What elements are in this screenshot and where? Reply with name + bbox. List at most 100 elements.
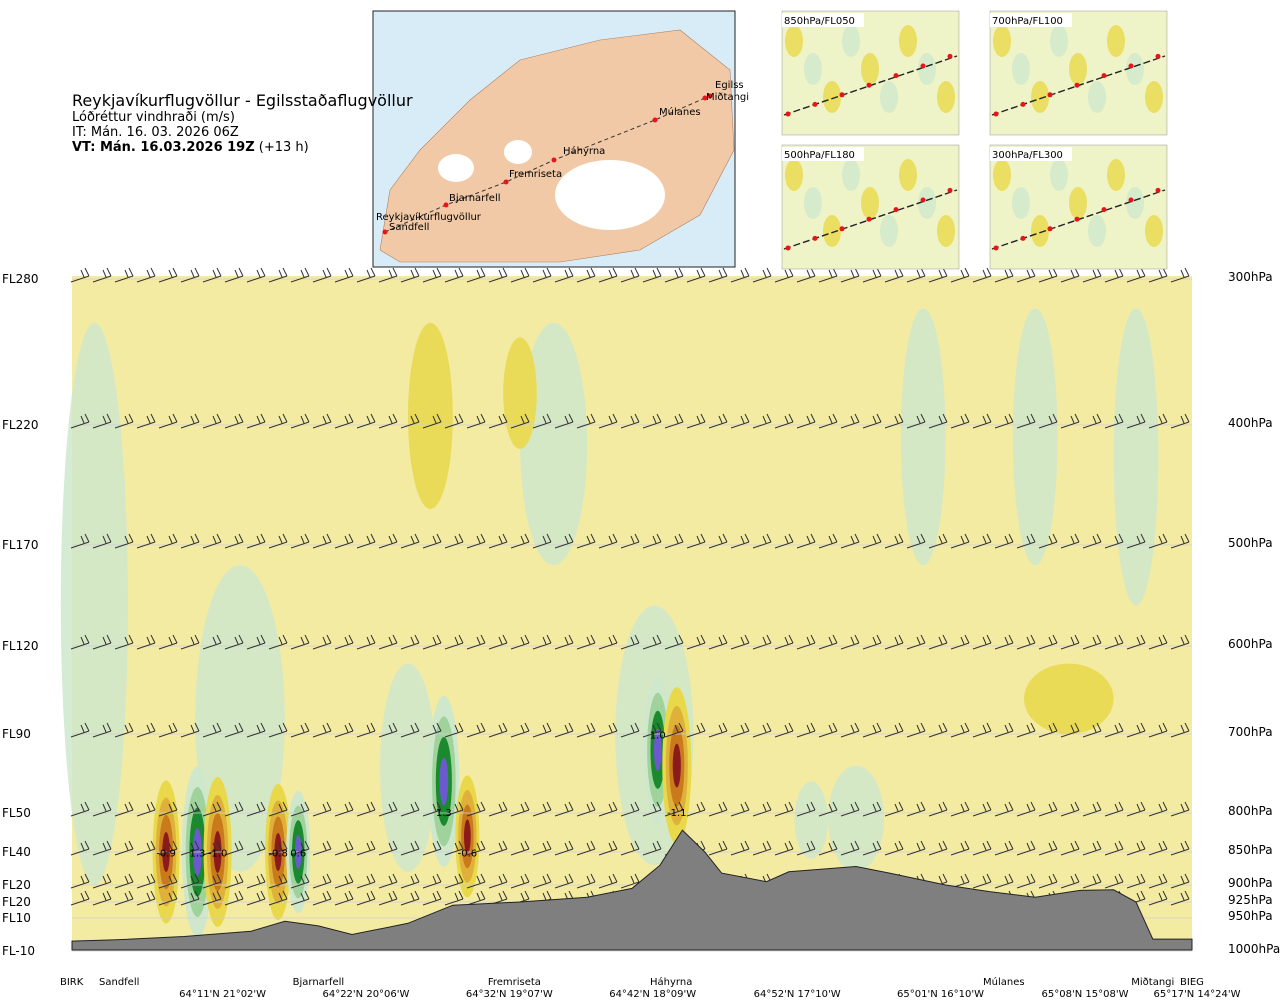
wind-barb bbox=[554, 840, 574, 856]
panel-route-point bbox=[785, 111, 791, 117]
wind-barb bbox=[686, 413, 706, 429]
wind-barb bbox=[114, 634, 134, 650]
wind-barb bbox=[928, 413, 948, 429]
wind-barb bbox=[268, 634, 288, 650]
chart-subtitle: Lóðréttur vindhraði (m/s) bbox=[72, 110, 235, 125]
wind-barb bbox=[1038, 873, 1058, 889]
value-label: 1.3 bbox=[436, 808, 452, 819]
wind-barb bbox=[532, 873, 552, 889]
route-point bbox=[503, 179, 509, 185]
wind-barb bbox=[1170, 634, 1190, 650]
value-label: 1.3 bbox=[189, 848, 205, 859]
wind-barb bbox=[224, 413, 244, 429]
wind-barb bbox=[532, 267, 552, 283]
wind-barb bbox=[532, 840, 552, 856]
panel-field bbox=[880, 215, 898, 247]
panel-field bbox=[804, 187, 822, 219]
wind-barb bbox=[334, 873, 354, 889]
wind-barb bbox=[818, 267, 838, 283]
wind-barb bbox=[620, 873, 640, 889]
wind-barb bbox=[92, 801, 112, 817]
wind-barb bbox=[532, 533, 552, 549]
level-panel: 700hPa/FL100 bbox=[989, 10, 1168, 136]
wind-barb bbox=[664, 267, 684, 283]
wind-barb bbox=[774, 722, 794, 738]
wind-barb bbox=[334, 413, 354, 429]
panel-field bbox=[918, 187, 936, 219]
wind-barb bbox=[224, 840, 244, 856]
panel-route-point bbox=[993, 245, 999, 251]
wind-barb bbox=[862, 533, 882, 549]
wind-barb bbox=[136, 722, 156, 738]
map-station-label: Miðtangi bbox=[706, 92, 749, 103]
wind-barb bbox=[576, 801, 596, 817]
wind-barb bbox=[180, 634, 200, 650]
wind-barb bbox=[180, 413, 200, 429]
wind-barb bbox=[312, 533, 332, 549]
panel-route-point bbox=[1128, 197, 1134, 203]
wind-barb bbox=[488, 873, 508, 889]
map-station-label: Háhyrna bbox=[563, 145, 605, 157]
panel-field bbox=[1126, 53, 1144, 85]
flight-level-label: FL50 bbox=[2, 806, 31, 820]
coordinate-label: 64°52'N 17°10'W bbox=[754, 989, 841, 1000]
wind-barb bbox=[928, 533, 948, 549]
level-panel: 300hPa/FL300 bbox=[989, 144, 1168, 270]
updraft-cell bbox=[653, 728, 662, 771]
plot-area: -0.9 1.3 -1.0 -0.8 0.61.3-0.61.0-1.1 bbox=[60, 267, 1193, 952]
wind-barb bbox=[268, 873, 288, 889]
wind-barb bbox=[730, 801, 750, 817]
wind-barb bbox=[378, 890, 398, 906]
pressure-level-label: 1000hPa bbox=[1228, 942, 1280, 956]
wind-barb bbox=[92, 533, 112, 549]
wind-barb bbox=[466, 801, 486, 817]
wind-barb bbox=[1038, 634, 1058, 650]
wind-barb bbox=[180, 722, 200, 738]
wind-barb bbox=[554, 634, 574, 650]
chart-title: Reykjavíkurflugvöllur - Egilsstaðaflugvö… bbox=[72, 91, 413, 110]
panel-label: 500hPa/FL180 bbox=[784, 150, 855, 161]
wind-barb bbox=[400, 267, 420, 283]
wind-barb bbox=[620, 413, 640, 429]
wind-barb bbox=[1060, 413, 1080, 429]
wind-barb bbox=[884, 840, 904, 856]
wind-barb bbox=[334, 267, 354, 283]
wind-barb bbox=[1082, 533, 1102, 549]
wind-barb bbox=[466, 873, 486, 889]
downdraft-cell bbox=[672, 743, 681, 788]
value-label: -0.8 bbox=[268, 848, 288, 859]
wind-barb bbox=[554, 267, 574, 283]
wind-barb bbox=[796, 413, 816, 429]
wind-barb bbox=[246, 890, 266, 906]
wind-barb bbox=[1060, 801, 1080, 817]
panel-route-point bbox=[920, 197, 926, 203]
wind-barb bbox=[796, 801, 816, 817]
wind-barb bbox=[796, 267, 816, 283]
wind-barb bbox=[488, 533, 508, 549]
wind-barb bbox=[642, 533, 662, 549]
map-station-label: Múlanes bbox=[659, 106, 701, 118]
wind-barb bbox=[840, 267, 860, 283]
route-point bbox=[702, 95, 708, 101]
wind-barb bbox=[378, 840, 398, 856]
wind-barb bbox=[950, 634, 970, 650]
wind-barb bbox=[488, 840, 508, 856]
wind-barb bbox=[950, 413, 970, 429]
flight-level-label: FL20 bbox=[2, 895, 31, 909]
glacier bbox=[504, 140, 532, 164]
panel-field bbox=[1088, 215, 1106, 247]
wind-barb bbox=[906, 840, 926, 856]
flight-level-label: FL90 bbox=[2, 727, 31, 741]
wind-barb bbox=[268, 890, 288, 906]
wind-barb bbox=[334, 890, 354, 906]
wind-barb bbox=[1016, 801, 1036, 817]
wind-barb bbox=[1170, 840, 1190, 856]
wind-barb bbox=[994, 413, 1014, 429]
wind-barb bbox=[92, 873, 112, 889]
wind-barb bbox=[334, 801, 354, 817]
wind-barb bbox=[488, 413, 508, 429]
wind-barb bbox=[114, 801, 134, 817]
wind-barb bbox=[1148, 722, 1168, 738]
wind-barb bbox=[1148, 634, 1168, 650]
wind-barb bbox=[598, 722, 618, 738]
